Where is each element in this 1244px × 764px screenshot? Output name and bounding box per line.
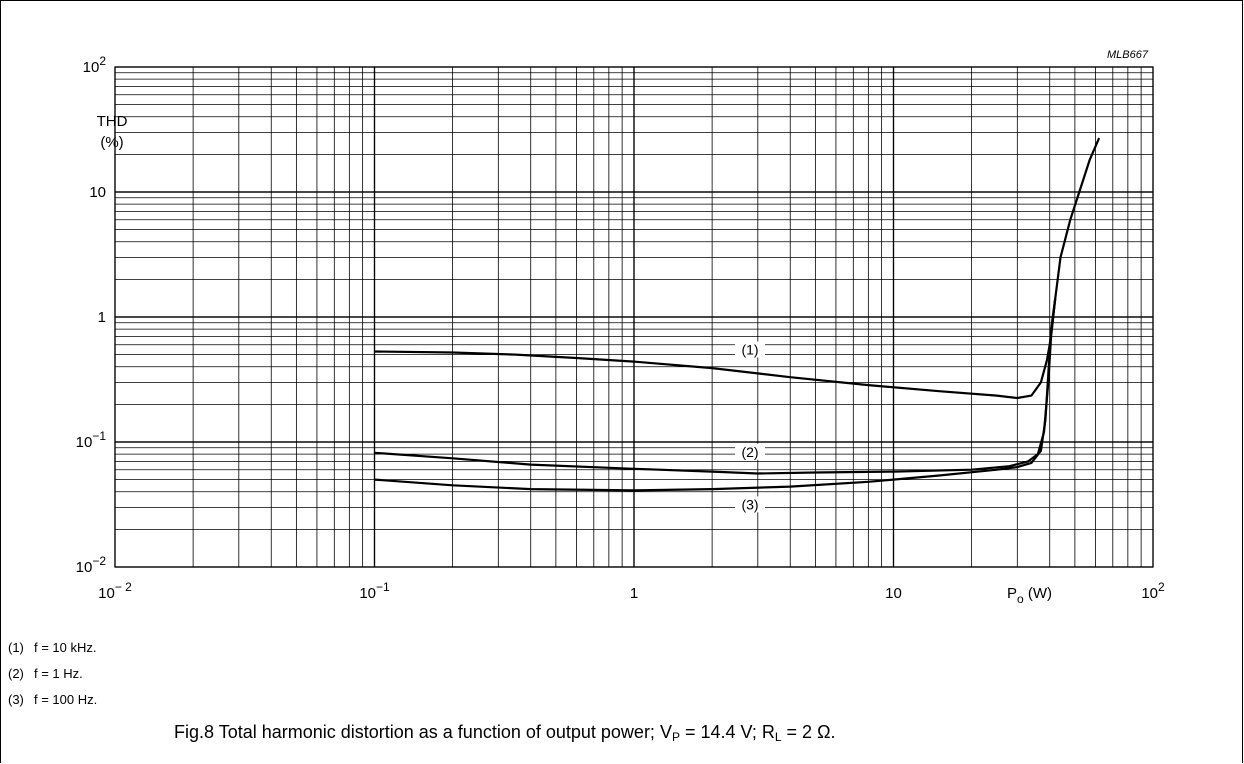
legend-text: f = 100 Hz. (34, 692, 98, 707)
x-tick-label: 102 (1141, 580, 1165, 602)
y-axis-label-line1: THD (97, 113, 128, 130)
figure-caption: Fig.8 Total harmonic distortion as a fun… (174, 722, 836, 744)
chart-grid (114, 66, 1154, 568)
series-label-3: (3) (741, 496, 758, 512)
y-tick-label: 10−2 (76, 554, 107, 576)
x-tick-label: 10− 2 (98, 580, 132, 602)
legend-text: f = 10 kHz. (34, 640, 97, 655)
legend-text: f = 1 Hz. (34, 666, 83, 681)
series-label-bg (735, 341, 766, 358)
legend-item-3: (3) f = 100 Hz. (8, 692, 97, 707)
x-axis-label-main: P (1007, 585, 1017, 602)
x-axis-label-unit: (W) (1024, 585, 1052, 602)
curves (374, 137, 1101, 492)
x-tick-label: 10 (885, 585, 902, 602)
y-tick-label: 102 (83, 54, 107, 76)
series-label-bg (735, 496, 766, 513)
y-tick-label: 10 (89, 184, 106, 201)
y-axis-label-line2: (%) (100, 134, 123, 151)
figure-code: MLB667 (1107, 49, 1149, 61)
series-line-2 (374, 298, 1057, 475)
legend-item-1: (1) f = 10 kHz. (8, 640, 97, 655)
axis-labels: 10− 2 10−1 1 10 102 102 10 1 10−1 10−2 (76, 54, 1165, 602)
y-tick-label: 10−1 (76, 429, 107, 451)
series-label-2: (2) (741, 444, 758, 460)
legend-num: (1) (8, 640, 24, 655)
curve-labels: (1) (2) (3) (735, 341, 766, 513)
x-axis-label-sub: o (1017, 592, 1024, 606)
series-line-1 (374, 137, 1101, 400)
y-tick-label: 1 (98, 309, 106, 326)
legend-num: (2) (8, 666, 24, 681)
series-label-1: (1) (741, 341, 758, 357)
x-axis-label: Po (W) (1007, 585, 1052, 606)
x-tick-label: 1 (630, 585, 638, 602)
legend-num: (3) (8, 692, 24, 707)
series-line-3 (374, 298, 1057, 492)
plot-border (114, 66, 1154, 568)
series-label-bg (735, 443, 766, 460)
x-tick-label: 10−1 (359, 580, 390, 602)
legend-item-2: (2) f = 1 Hz. (8, 666, 83, 681)
